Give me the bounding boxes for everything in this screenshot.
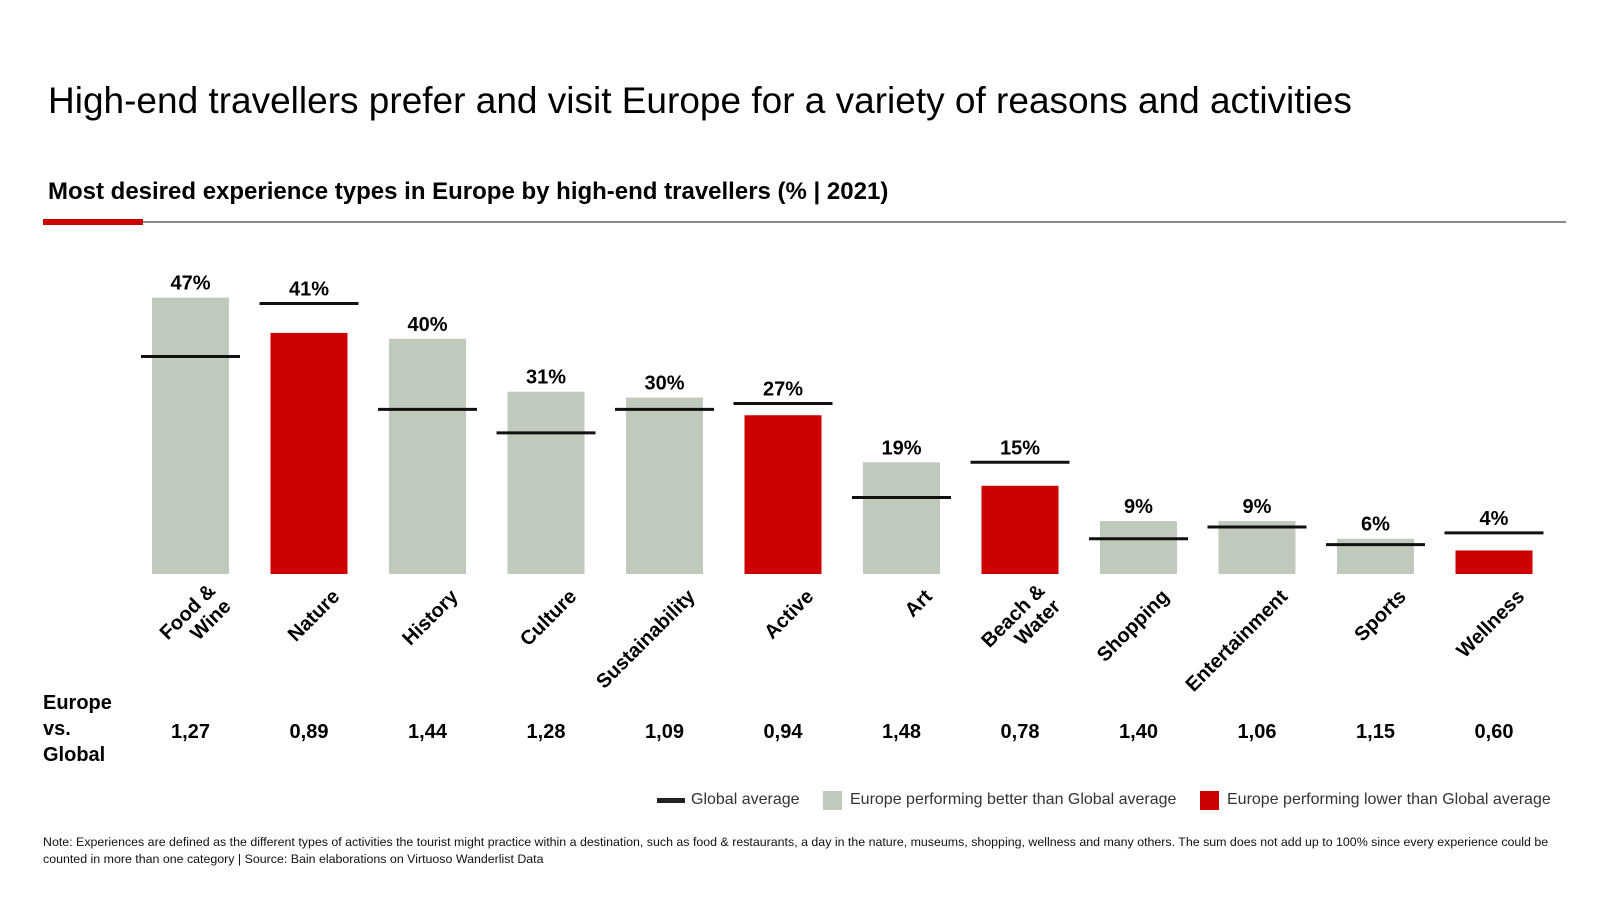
data-label-5: 27% (763, 378, 803, 400)
page-title: High-end travellers prefer and visit Eur… (48, 80, 1352, 121)
data-label-10: 6% (1361, 514, 1390, 536)
bar-5 (744, 415, 822, 574)
category-label-9: Entertainment (1182, 585, 1293, 696)
bar-9 (1218, 521, 1296, 574)
legend-lower: Europe performing lower than Global aver… (1200, 788, 1551, 812)
bar-6 (863, 462, 940, 574)
category-label-line: Nature (284, 586, 344, 646)
ratio-value-3: 1,28 (527, 721, 566, 743)
category-label-line: Sports (1350, 586, 1410, 646)
category-label-line: Entertainment (1182, 585, 1293, 696)
data-label-8: 9% (1124, 496, 1153, 518)
ratio-value-7: 0,78 (1001, 721, 1040, 743)
category-label-10: Sports (1350, 586, 1410, 646)
data-label-1: 41% (289, 279, 329, 301)
ratio-value-0: 1,27 (171, 721, 210, 743)
category-label-line: Culture (516, 586, 581, 651)
category-label-line: History (398, 585, 463, 650)
lower-swatch (1200, 790, 1219, 810)
data-label-4: 30% (644, 373, 684, 395)
data-label-6: 19% (881, 437, 921, 459)
bar-3 (507, 391, 585, 574)
bar-8 (1100, 521, 1177, 574)
data-label-2: 40% (407, 314, 447, 336)
category-label-3: Culture (516, 586, 581, 651)
legend-lower-label: Europe performing lower than Global aver… (1227, 791, 1551, 808)
category-label-line: Wellness (1453, 586, 1530, 663)
ratio-value-8: 1,40 (1119, 721, 1158, 743)
category-label-4: Sustainability (592, 585, 700, 693)
ratio-value-11: 0,60 (1475, 721, 1514, 743)
category-label-line: Shopping (1093, 586, 1174, 667)
legend-better: Europe performing better than Global ave… (823, 788, 1176, 812)
category-label-0: Food &Wine (156, 580, 236, 660)
category-label-5: Active (760, 586, 818, 644)
bar-11 (1455, 550, 1533, 574)
global-average-swatch (657, 797, 685, 803)
data-label-0: 47% (170, 273, 210, 295)
category-label-7: Beach &Water (977, 580, 1065, 668)
data-label-3: 31% (526, 367, 566, 389)
bar-1 (270, 332, 348, 574)
bar-4 (626, 397, 703, 574)
footnote: Note: Experiences are defined as the dif… (43, 835, 1549, 866)
better-swatch (823, 790, 842, 810)
data-label-9: 9% (1243, 496, 1272, 518)
category-label-line: Art (901, 585, 937, 621)
category-label-11: Wellness (1453, 586, 1530, 663)
legend-global-label: Global average (691, 791, 800, 808)
subtitle-divider (43, 221, 1566, 223)
category-label-line: Active (760, 586, 818, 644)
bar-0 (152, 297, 229, 574)
ratio-value-6: 1,48 (882, 721, 921, 743)
ratio-value-4: 1,09 (645, 721, 684, 743)
chart-subtitle: Most desired experience types in Europe … (48, 178, 889, 205)
bar-7 (981, 485, 1059, 574)
category-label-2: History (398, 585, 463, 650)
ratio-value-5: 0,94 (764, 721, 804, 743)
legend-better-label: Europe performing better than Global ave… (850, 791, 1177, 808)
europe-vs-global-label: Europe vs. Global (43, 692, 112, 766)
category-label-6: Art (901, 585, 937, 621)
legend-global: Global average (657, 788, 800, 812)
category-label-1: Nature (284, 586, 344, 646)
ratio-value-2: 1,44 (408, 721, 448, 743)
data-label-7: 15% (1000, 437, 1040, 459)
data-label-11: 4% (1480, 508, 1509, 530)
ratio-value-1: 0,89 (290, 721, 329, 743)
ratio-value-10: 1,15 (1356, 721, 1395, 743)
ratio-value-9: 1,06 (1238, 721, 1277, 743)
subtitle-accent-bar (43, 219, 143, 225)
category-label-8: Shopping (1093, 586, 1174, 667)
bar-2 (389, 338, 466, 574)
category-label-line: Sustainability (592, 585, 700, 693)
